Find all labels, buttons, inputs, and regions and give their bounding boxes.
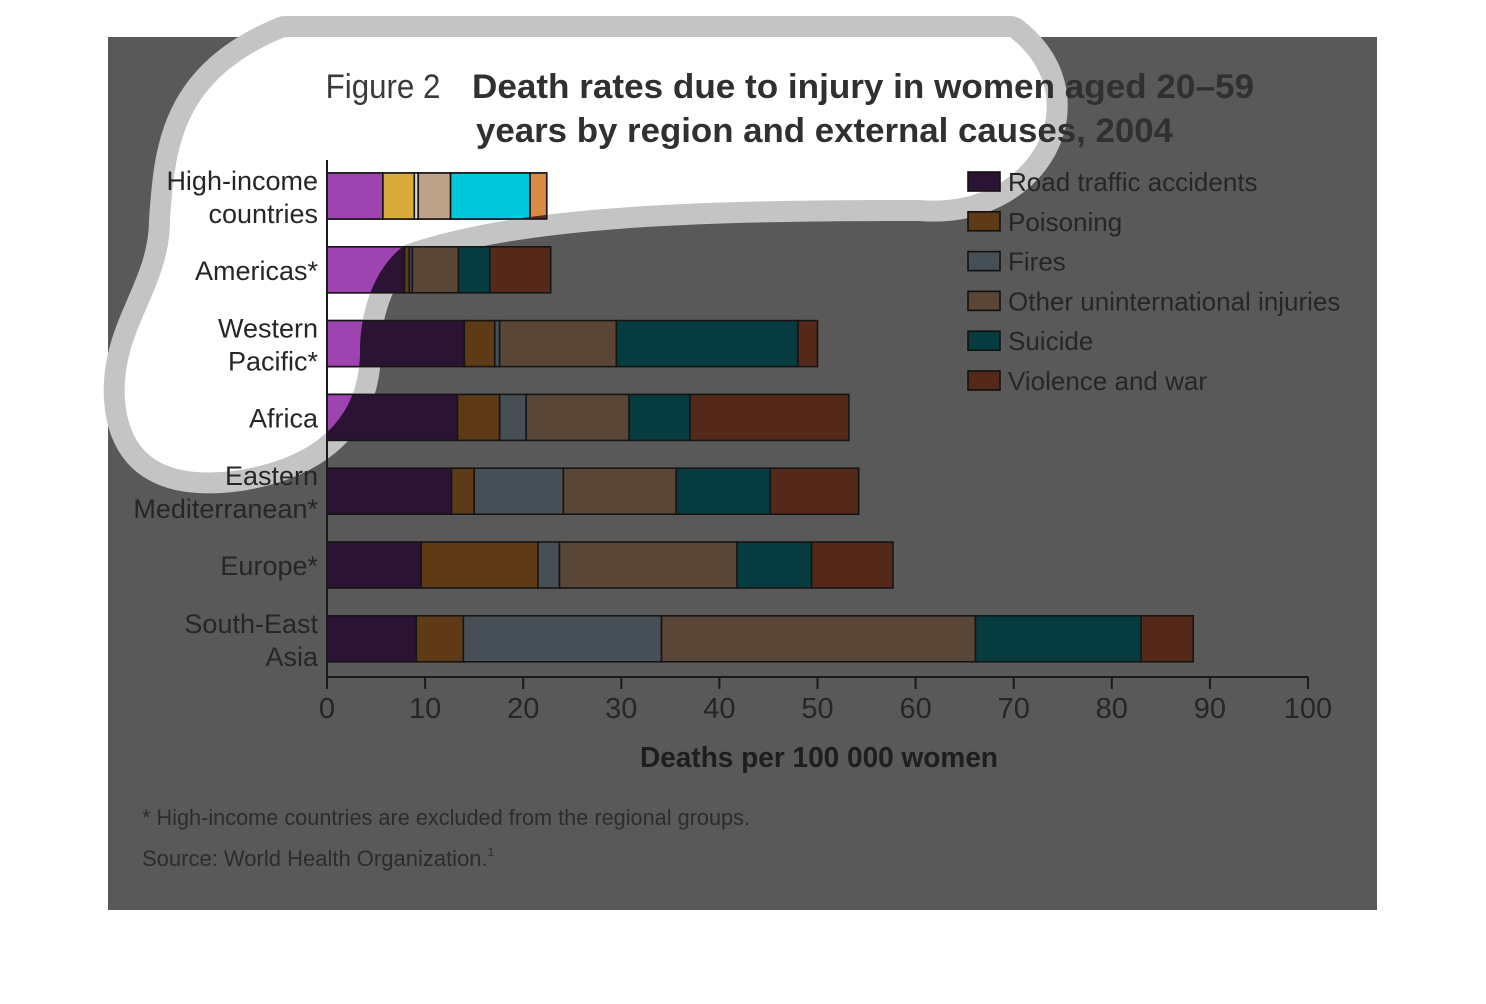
x-tick-label: 50 bbox=[801, 693, 833, 725]
bar-segment bbox=[411, 246, 460, 294]
legend-swatch bbox=[967, 211, 1001, 232]
x-tick-label: 70 bbox=[998, 693, 1030, 725]
category-label: Pacific* bbox=[228, 347, 319, 377]
bar-segment-highlight bbox=[326, 172, 384, 220]
figure-label: Figure 2 bbox=[326, 67, 441, 106]
bar-segment bbox=[489, 246, 552, 294]
source-ref: 1 bbox=[488, 845, 495, 859]
legend-label: Road traffic accidents bbox=[1008, 167, 1258, 197]
legend: Road traffic accidents Poisoning Fires Othe… bbox=[967, 167, 1340, 396]
bar-segment bbox=[797, 319, 819, 368]
bar-segment bbox=[498, 393, 527, 442]
bar-segment bbox=[974, 614, 1143, 663]
bar-segment bbox=[675, 467, 772, 516]
bar-segment bbox=[415, 614, 465, 663]
x-tick-label: 0 bbox=[319, 693, 335, 725]
bar-segment-highlight bbox=[417, 172, 452, 220]
category-label: Western bbox=[218, 314, 318, 344]
bar-segment-highlight bbox=[382, 172, 416, 220]
bar-segment bbox=[1140, 614, 1195, 663]
bar-segment bbox=[660, 614, 977, 663]
figure-title-line1: Death rates due to injury in women aged … bbox=[472, 68, 1254, 106]
legend-swatch bbox=[967, 330, 1001, 352]
bar-segment-highlight bbox=[449, 172, 531, 220]
bar-segment bbox=[628, 393, 691, 442]
legend-swatch bbox=[967, 171, 1001, 192]
x-tick-label: 90 bbox=[1194, 693, 1226, 725]
bar-segment bbox=[473, 467, 565, 516]
figure-title-line2: years by region and external causes, 200… bbox=[476, 112, 1173, 150]
bar-segment bbox=[810, 541, 894, 589]
bars-layer bbox=[326, 172, 1195, 663]
legend-label: Poisoning bbox=[1008, 207, 1122, 237]
bar-segment bbox=[420, 541, 539, 589]
category-label: Africa bbox=[249, 403, 319, 433]
bar-segment bbox=[537, 541, 561, 589]
legend-swatch bbox=[967, 290, 1001, 312]
bar-segment bbox=[326, 467, 453, 516]
footnote: * High-income countries are excluded fro… bbox=[142, 805, 750, 830]
bar-segment bbox=[326, 614, 418, 663]
bar-segment bbox=[326, 541, 422, 589]
legend-label: Suicide bbox=[1008, 326, 1093, 356]
x-tick-label: 40 bbox=[703, 693, 735, 725]
x-axis-title: Deaths per 100 000 women bbox=[640, 742, 998, 774]
bar-segment bbox=[463, 319, 496, 368]
legend-swatch bbox=[967, 250, 1001, 272]
bar-segment bbox=[736, 541, 813, 589]
bar-segment bbox=[689, 393, 850, 442]
bar-segment bbox=[562, 467, 678, 516]
x-tick-label: 20 bbox=[507, 693, 539, 725]
category-label: Mediterranean* bbox=[133, 494, 318, 524]
bar-segment bbox=[450, 467, 475, 516]
source-note: Source: World Health Organization.1 bbox=[142, 845, 495, 871]
x-tick-label: 100 bbox=[1284, 693, 1332, 725]
category-label: High-income bbox=[166, 166, 318, 196]
bar-segment bbox=[457, 246, 491, 294]
bar-segment bbox=[498, 319, 618, 368]
category-label: Europe* bbox=[220, 551, 318, 581]
x-tick-label: 80 bbox=[1096, 693, 1128, 725]
x-tick-label: 30 bbox=[605, 693, 637, 725]
source-text: Source: World Health Organization. bbox=[142, 846, 488, 871]
legend-label: Other uninternational injuries bbox=[1008, 286, 1340, 316]
category-label: South-East bbox=[184, 609, 318, 639]
bar-segment bbox=[615, 319, 799, 368]
category-label: countries bbox=[208, 199, 318, 229]
category-label: Eastern bbox=[225, 461, 318, 491]
x-axis-ticks: 0 10 20 30 40 50 60 70 80 90 100 bbox=[319, 677, 1332, 725]
bar-segment bbox=[769, 467, 860, 516]
category-label: Asia bbox=[265, 642, 319, 672]
bar-segment-highlight bbox=[529, 172, 548, 220]
bar-segment bbox=[558, 541, 738, 589]
bar-segment bbox=[462, 614, 663, 663]
category-label: Americas* bbox=[195, 256, 319, 286]
legend-label: Violence and war bbox=[1008, 366, 1207, 396]
legend-label: Fires bbox=[1008, 247, 1066, 277]
bar-segment bbox=[525, 393, 630, 442]
legend-swatch bbox=[967, 370, 1001, 391]
x-tick-label: 60 bbox=[899, 693, 931, 725]
bar-segment bbox=[456, 393, 501, 442]
x-tick-label: 10 bbox=[409, 693, 441, 725]
